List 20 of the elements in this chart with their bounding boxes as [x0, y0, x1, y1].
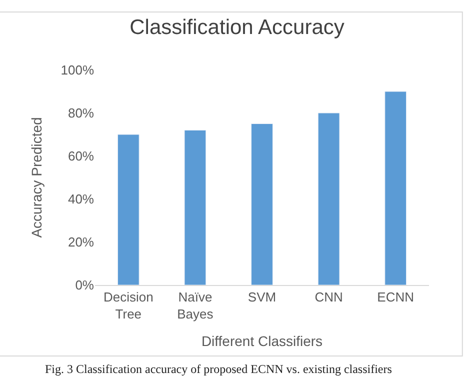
x-tick-label: ECNN — [377, 290, 414, 305]
x-tick-label: SVM — [248, 290, 276, 305]
y-tick-label: 100% — [60, 62, 94, 78]
x-tick-label: Decision Tree — [103, 290, 154, 322]
bar — [318, 112, 340, 285]
x-axis-title: Different Classifiers — [201, 332, 323, 349]
bar — [251, 124, 273, 285]
y-tick-label: 40% — [68, 192, 94, 207]
bar — [117, 134, 140, 285]
caption: Fig. 3 Classification accuracy of proposed ECNN vs. existing classifiers — [45, 362, 392, 376]
bar — [184, 130, 206, 285]
y-tick-label: 80% — [68, 106, 94, 121]
y-tick-label: 0% — [75, 278, 94, 293]
x-tick-label: CNN — [314, 290, 343, 305]
x-tick-label: Naïve Bayes — [177, 290, 214, 322]
y-tick-label: 60% — [68, 148, 94, 164]
y-axis-title: Accuracy Predicted — [28, 117, 44, 238]
bar — [384, 91, 407, 285]
y-tick-label: 20% — [68, 234, 94, 250]
chart-title: Classification Accuracy — [130, 16, 345, 40]
